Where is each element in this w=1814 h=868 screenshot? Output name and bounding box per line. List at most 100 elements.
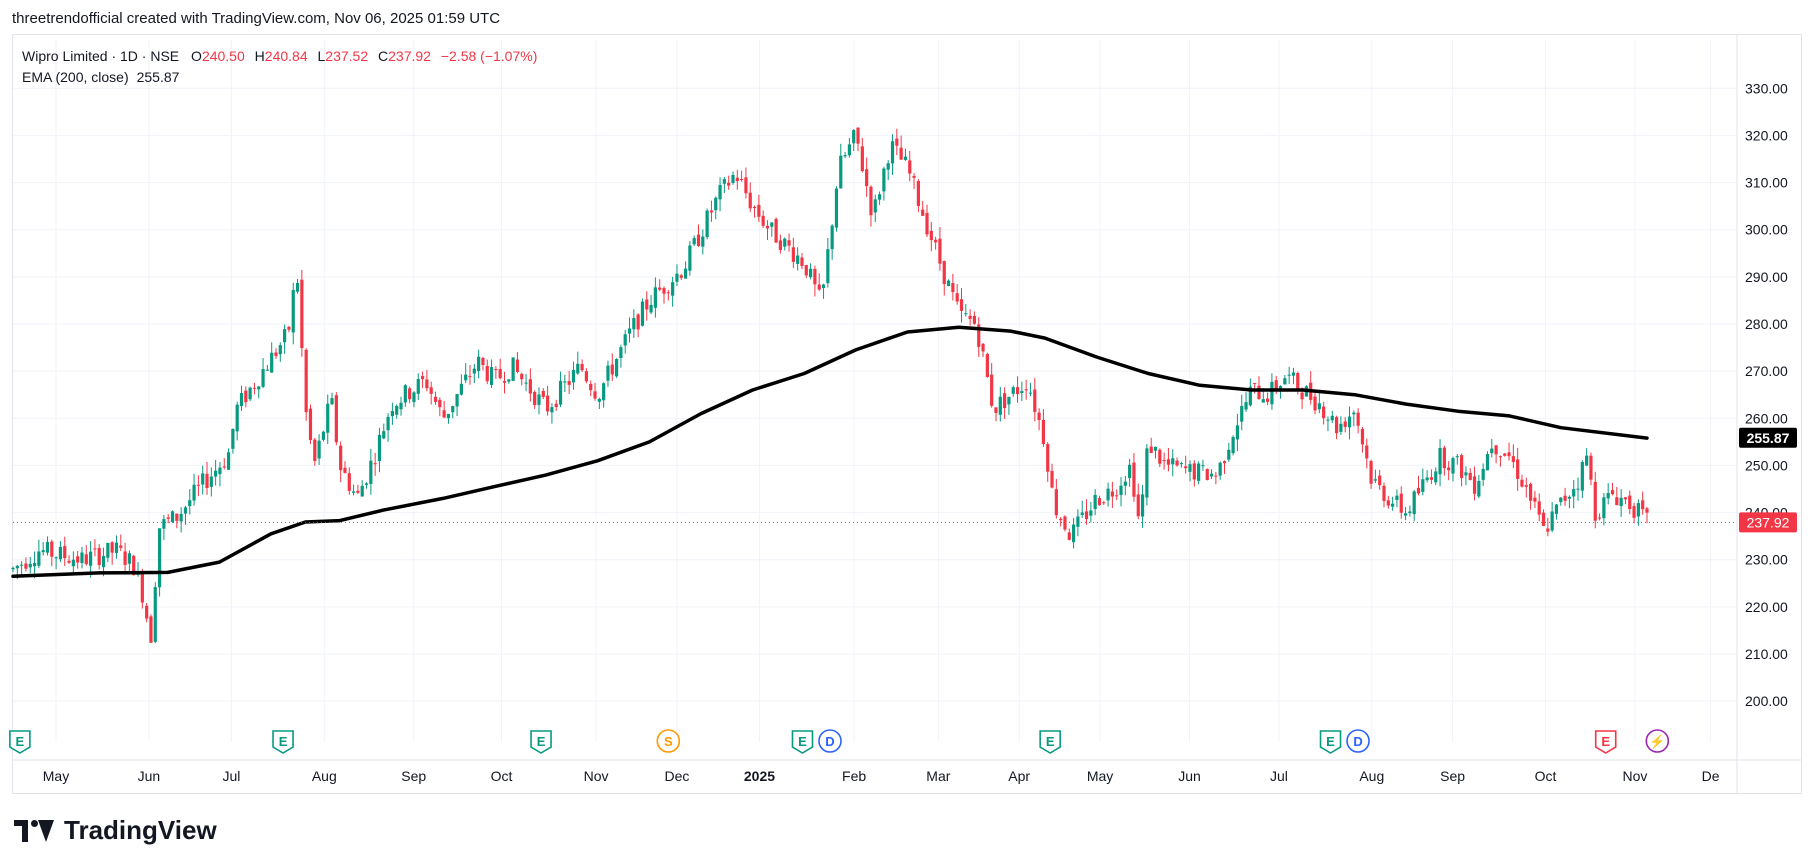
candle-body <box>364 483 369 485</box>
ema-label[interactable]: EMA (200, close) <box>22 69 129 85</box>
candle-body <box>1403 513 1408 516</box>
candle-body <box>119 545 123 548</box>
candle-body <box>1063 516 1067 530</box>
candle-body <box>541 390 545 397</box>
candle-body <box>921 209 925 216</box>
candle-body <box>968 315 972 319</box>
candle-body <box>1597 517 1602 519</box>
candle-body <box>537 394 541 405</box>
candle-body <box>1080 512 1084 515</box>
candle-body <box>1382 485 1386 501</box>
event-letter: D <box>1353 734 1362 749</box>
earnings-event-icon[interactable] <box>272 730 294 754</box>
chart-legend: Wipro Limited · 1D · NSE O240.50 H240.84… <box>22 46 543 88</box>
candle-body <box>658 287 662 290</box>
candle-body <box>153 587 157 642</box>
candle-body <box>1171 458 1175 465</box>
candle-body <box>209 476 213 487</box>
earnings-event-icon[interactable] <box>1319 730 1342 754</box>
candle-body <box>123 551 127 565</box>
candle-body <box>1395 495 1399 500</box>
candle-body <box>1442 447 1446 469</box>
candle-body <box>1347 416 1352 428</box>
candle-body <box>951 283 955 293</box>
candle-body <box>32 562 37 567</box>
candle-body <box>524 382 528 384</box>
candle-body <box>1559 497 1563 503</box>
candle-body <box>1550 511 1554 531</box>
x-tick-label: Feb <box>842 768 866 784</box>
candle-body <box>869 186 873 216</box>
candle-body <box>1227 449 1231 460</box>
candle-body <box>1498 456 1503 458</box>
candle-body <box>1041 420 1046 444</box>
candle-body <box>696 234 701 247</box>
change-value: −2.58 (−1.07%) <box>440 48 538 64</box>
earnings-event-icon[interactable] <box>791 730 814 754</box>
candle-body <box>1214 475 1218 477</box>
candle-body <box>468 376 472 378</box>
candle-body <box>1222 461 1227 464</box>
candle-body <box>1296 373 1300 389</box>
candle-body <box>929 230 933 241</box>
x-tick-label: Jul <box>1270 768 1288 784</box>
candle-body <box>416 379 420 394</box>
candle-body <box>1438 447 1442 475</box>
candle-body <box>408 388 412 400</box>
candle-body <box>1253 383 1257 385</box>
candle-body <box>1046 444 1050 472</box>
candle-body <box>489 367 494 385</box>
candle-body <box>515 359 520 372</box>
earnings-event-icon[interactable] <box>530 730 552 754</box>
earnings-event-icon[interactable] <box>1039 730 1061 754</box>
candle-body <box>990 374 994 406</box>
candle-body <box>157 528 162 588</box>
earnings-event-icon[interactable] <box>9 730 31 754</box>
y-tick-label: 320.00 <box>1745 127 1788 143</box>
candle-body <box>438 399 442 408</box>
candle-body <box>188 500 192 507</box>
candle-body <box>1235 425 1240 440</box>
symbol-label[interactable]: Wipro Limited · 1D · NSE <box>22 48 180 64</box>
candle-body <box>1132 462 1136 497</box>
split-event-icon[interactable] <box>656 729 681 753</box>
dividend-event-icon[interactable] <box>818 729 842 753</box>
y-tick-label: 310.00 <box>1745 175 1788 191</box>
candle-body <box>308 408 313 440</box>
candle-body <box>1050 470 1054 488</box>
candle-body <box>623 334 627 346</box>
candle-body <box>1115 495 1119 497</box>
candle-body <box>295 282 300 292</box>
candle-body <box>1585 455 1589 466</box>
dividend-event-icon[interactable] <box>1346 729 1370 753</box>
candle-body <box>420 376 425 380</box>
candle-body <box>196 484 200 486</box>
candle-body <box>998 396 1002 415</box>
candle-body <box>1365 445 1369 459</box>
event-letter: E <box>1046 734 1055 749</box>
candle-body <box>1274 380 1278 391</box>
candle-body <box>671 282 675 296</box>
ema-200-line[interactable] <box>11 325 1649 578</box>
close-value: 237.92 <box>388 48 431 64</box>
candle-body <box>1373 479 1377 481</box>
candle-body <box>317 440 321 459</box>
candle-body <box>149 616 153 643</box>
event-letter: E <box>537 734 546 749</box>
candle-body <box>257 386 261 390</box>
candle-body <box>731 174 735 183</box>
candle-body <box>705 210 709 238</box>
candle-body <box>1024 389 1028 391</box>
news-flash-icon[interactable] <box>1645 729 1670 753</box>
candle-body <box>718 185 722 200</box>
candle-body <box>748 192 752 209</box>
candle-body <box>1149 446 1153 453</box>
candle-body <box>1412 491 1416 515</box>
tradingview-brand[interactable]: TradingView <box>14 815 217 846</box>
candle-body <box>908 160 912 174</box>
candle-body <box>1166 459 1171 465</box>
ema-row: EMA (200, close) 255.87 <box>22 67 543 88</box>
x-tick-label: May <box>43 768 69 784</box>
earnings-event-icon[interactable] <box>1594 730 1617 754</box>
